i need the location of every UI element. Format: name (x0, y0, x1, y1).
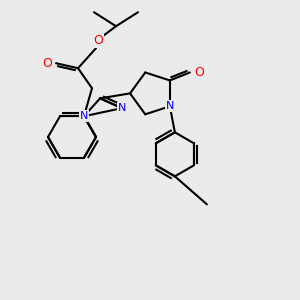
Text: N: N (166, 101, 174, 111)
Text: O: O (42, 57, 52, 70)
Text: O: O (93, 34, 103, 47)
Text: N: N (80, 111, 88, 121)
Text: N: N (118, 103, 126, 113)
Text: O: O (194, 66, 204, 79)
